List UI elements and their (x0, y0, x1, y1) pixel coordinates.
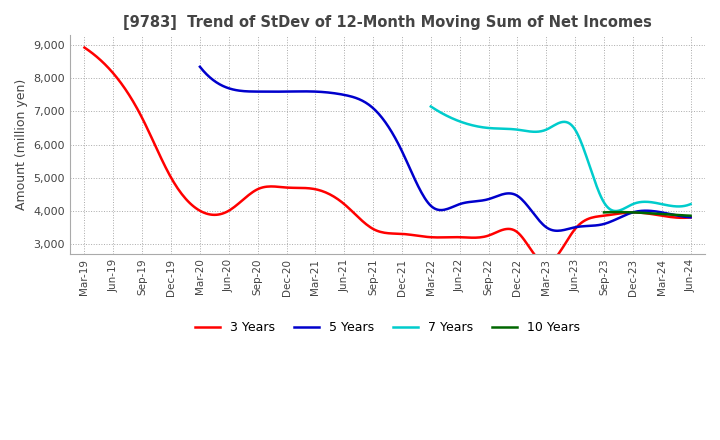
5 Years (196, 64, 204, 70)
7 Years (647, 199, 655, 205)
5 Years (642, 208, 651, 213)
Line: 7 Years: 7 Years (431, 106, 690, 211)
Line: 5 Years: 5 Years (200, 67, 690, 231)
3 Years (686, 215, 695, 220)
Title: [9783]  Trend of StDev of 12-Month Moving Sum of Net Incomes: [9783] Trend of StDev of 12-Month Moving… (123, 15, 652, 30)
10 Years (653, 211, 662, 216)
7 Years (663, 202, 672, 208)
10 Years (651, 211, 660, 216)
5 Years (611, 217, 619, 222)
5 Years (197, 66, 206, 71)
7 Years (611, 209, 620, 214)
Y-axis label: Amount (million yen): Amount (million yen) (15, 79, 28, 210)
10 Years (600, 210, 608, 215)
10 Years (673, 213, 682, 218)
7 Years (686, 202, 695, 207)
7 Years (580, 149, 589, 154)
Legend: 3 Years, 5 Years, 7 Years, 10 Years: 3 Years, 5 Years, 7 Years, 10 Years (190, 316, 585, 339)
7 Years (585, 164, 594, 169)
3 Years (542, 261, 551, 266)
3 Years (82, 46, 91, 51)
7 Years (428, 104, 436, 110)
3 Years (441, 235, 449, 240)
3 Years (80, 45, 89, 50)
5 Years (496, 192, 505, 198)
3 Years (439, 235, 448, 240)
3 Years (631, 210, 640, 215)
5 Years (554, 228, 562, 233)
7 Years (581, 151, 590, 157)
3 Years (451, 235, 460, 240)
7 Years (426, 104, 435, 109)
3 Years (593, 214, 602, 219)
10 Years (613, 209, 622, 215)
10 Years (678, 213, 687, 218)
5 Years (487, 195, 496, 201)
Line: 10 Years: 10 Years (604, 212, 690, 216)
10 Years (600, 210, 608, 215)
10 Years (652, 211, 660, 216)
Line: 3 Years: 3 Years (84, 48, 690, 264)
10 Years (686, 213, 695, 218)
5 Years (686, 215, 695, 220)
5 Years (486, 196, 495, 201)
